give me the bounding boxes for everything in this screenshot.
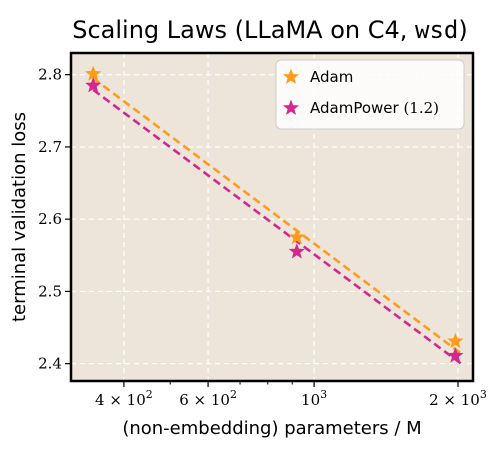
x-axis: 4 × 102 6 × 102 103 2 × 103 bbox=[95, 381, 487, 409]
fit-lines bbox=[92, 77, 463, 366]
legend-label-adampower: AdamPower (1.2) bbox=[310, 99, 439, 117]
legend-star-icon bbox=[282, 68, 300, 84]
star-marker-adam bbox=[85, 65, 102, 81]
y-tick-label: 2.4 bbox=[38, 355, 62, 373]
legend-box bbox=[275, 59, 465, 130]
star-marker-adampower bbox=[85, 77, 102, 93]
fit-line-adampower bbox=[92, 88, 463, 366]
x-axis-label: (non-embedding) parameters / M bbox=[122, 418, 421, 439]
plot-frame bbox=[69, 51, 475, 383]
x-tick-label: 4 × 102 bbox=[95, 388, 153, 409]
y-tick-label: 2.5 bbox=[38, 282, 62, 300]
x-tick-label: 2 × 103 bbox=[429, 388, 487, 409]
star-marker-adampower bbox=[447, 347, 464, 363]
legend: Adam AdamPower (1.2) bbox=[275, 59, 465, 130]
x-tick-label: 103 bbox=[301, 388, 327, 409]
chart-title: Scaling Laws (LLaMA on C4, wsd) bbox=[72, 16, 468, 44]
star-marker-adampower bbox=[288, 243, 305, 259]
y-axis-label: terminal validation loss bbox=[9, 112, 30, 322]
y-axis: 2.4 2.5 2.6 2.7 2.8 bbox=[38, 66, 71, 373]
legend-star-icon bbox=[282, 99, 300, 115]
y-tick-label: 2.7 bbox=[38, 138, 62, 156]
y-tick-label: 2.8 bbox=[38, 66, 62, 84]
star-marker-adam bbox=[447, 332, 464, 349]
star-marker-adam bbox=[288, 228, 305, 245]
y-tick-label: 2.6 bbox=[38, 210, 62, 228]
legend-label-adam: Adam bbox=[310, 68, 353, 86]
x-tick-label: 6 × 102 bbox=[179, 388, 237, 409]
fit-line-adam bbox=[92, 77, 463, 356]
data-markers bbox=[85, 65, 464, 363]
